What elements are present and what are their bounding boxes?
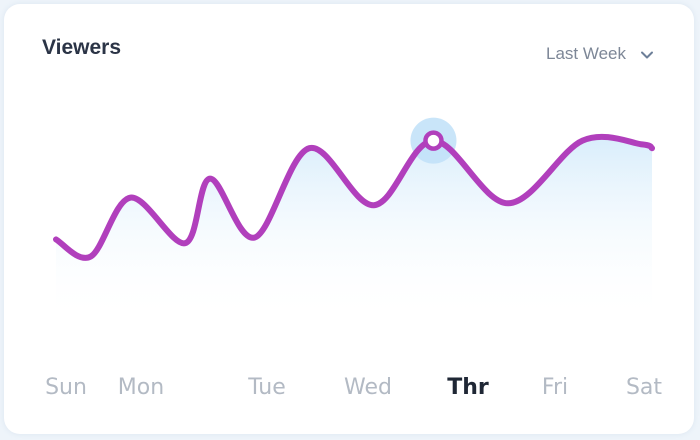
x-tick-label-sat[interactable]: Sat: [626, 375, 662, 400]
highlight-point[interactable]: [423, 130, 444, 151]
x-tick-label-thr[interactable]: Thr: [447, 375, 489, 400]
chevron-down-icon: [640, 47, 654, 61]
series-line: [53, 133, 655, 261]
card-title: Viewers: [42, 36, 122, 59]
viewers-area-chart: Sun Mon Tue Wed Thr Fri Sat: [45, 117, 662, 400]
series-area-fill: [56, 136, 652, 322]
range-dropdown-value: Last Week: [545, 44, 626, 63]
x-tick-label-mon[interactable]: Mon: [118, 375, 164, 400]
x-tick-label-tue[interactable]: Tue: [247, 375, 286, 400]
viewers-card: Viewers Last Week Sun Mon Tue Wed Thr Fri Sat: [4, 4, 694, 434]
x-tick-label-sun[interactable]: Sun: [45, 375, 87, 400]
range-dropdown[interactable]: Last Week: [546, 44, 654, 64]
x-tick-label-fri[interactable]: Fri: [542, 375, 568, 400]
x-tick-label-wed[interactable]: Wed: [344, 375, 392, 400]
